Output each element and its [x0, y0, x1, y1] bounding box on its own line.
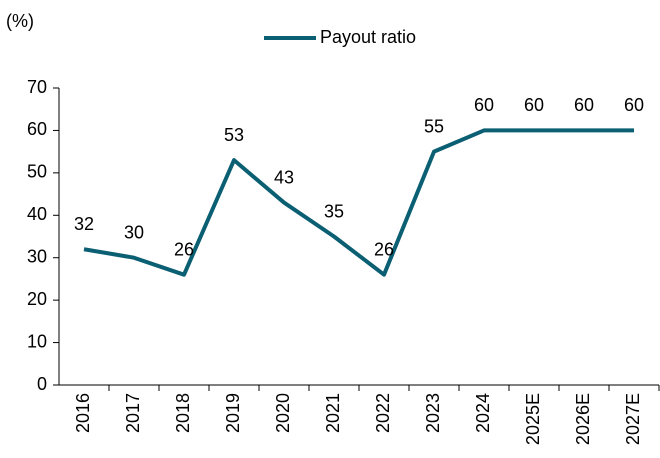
data-label: 26 [174, 239, 194, 259]
line-series [83, 128, 634, 277]
x-tick-label: 2021 [323, 393, 343, 433]
data-label: 26 [374, 239, 394, 259]
y-tick-label: 10 [27, 331, 47, 351]
x-tick-label: 2026E [573, 393, 593, 445]
x-tick-label: 2024 [473, 393, 493, 433]
data-label: 32 [74, 214, 94, 234]
data-label: 60 [524, 95, 544, 115]
y-tick-label: 20 [27, 289, 47, 309]
x-tick-label: 2023 [423, 393, 443, 433]
y-unit-label: (%) [6, 11, 34, 31]
data-label: 60 [624, 95, 644, 115]
x-tick-label: 2018 [173, 393, 193, 433]
data-label: 60 [474, 95, 494, 115]
data-label: 30 [124, 222, 144, 242]
y-tick-label: 60 [27, 119, 47, 139]
legend-label: Payout ratio [320, 27, 416, 47]
data-label: 53 [224, 125, 244, 145]
y-tick-label: 70 [27, 77, 47, 97]
y-tick-label: 0 [37, 374, 47, 394]
x-tick-label: 2019 [223, 393, 243, 433]
y-tick-label: 40 [27, 204, 47, 224]
x-tick-label: 2016 [73, 393, 93, 433]
x-tick-label: 2027E [623, 393, 643, 445]
data-label: 43 [274, 167, 294, 187]
data-label: 35 [324, 201, 344, 221]
x-tick-label: 2017 [123, 393, 143, 433]
y-tick-label: 30 [27, 246, 47, 266]
x-tick-label: 2025E [523, 393, 543, 445]
data-label: 55 [424, 116, 444, 136]
data-label: 60 [574, 95, 594, 115]
x-tick-label: 2022 [373, 393, 393, 433]
y-tick-label: 50 [27, 162, 47, 182]
x-tick-label: 2020 [273, 393, 293, 433]
